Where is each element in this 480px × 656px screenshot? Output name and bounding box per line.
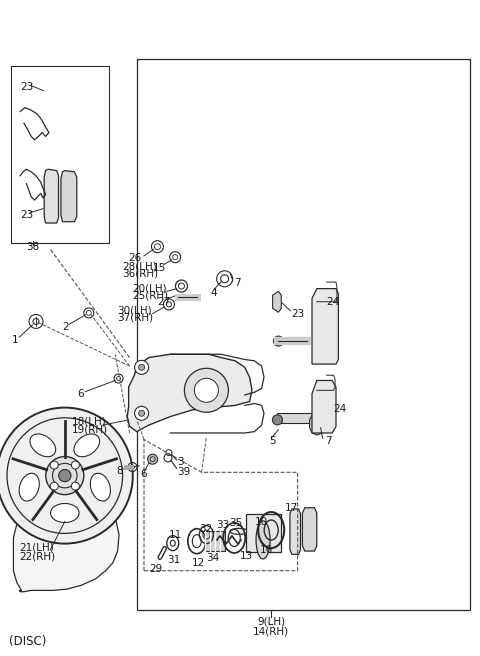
Ellipse shape [256,521,270,559]
Ellipse shape [148,454,157,464]
Text: 13: 13 [240,550,253,561]
Polygon shape [290,509,300,554]
Text: 31: 31 [167,554,180,565]
Circle shape [184,368,228,413]
Polygon shape [44,169,59,223]
Text: (DISC): (DISC) [9,635,46,648]
Circle shape [72,461,79,469]
Circle shape [50,482,58,490]
Text: 24: 24 [326,297,340,307]
Text: 25(RH): 25(RH) [132,290,168,300]
Text: 26: 26 [129,253,142,263]
Text: 7: 7 [325,436,332,446]
Text: 20(LH): 20(LH) [132,283,167,294]
Text: 23: 23 [291,308,305,319]
Text: 23: 23 [21,210,34,220]
Text: 9(LH): 9(LH) [257,617,285,627]
Text: 38: 38 [26,242,40,253]
Text: 27: 27 [157,297,171,307]
Polygon shape [312,289,338,364]
Text: 10: 10 [254,516,267,527]
Ellipse shape [74,434,100,457]
Polygon shape [13,497,119,592]
Circle shape [0,407,133,544]
Text: 6: 6 [77,388,84,399]
Text: 14(RH): 14(RH) [253,626,289,637]
Text: 39: 39 [178,466,191,477]
Text: 29: 29 [149,564,162,575]
Ellipse shape [19,473,39,501]
Text: 5: 5 [269,436,276,447]
Circle shape [59,470,71,482]
Text: 12: 12 [192,558,205,568]
Text: 24: 24 [334,403,347,414]
Text: 2: 2 [62,321,69,332]
Text: 18(LH): 18(LH) [72,416,107,426]
Text: 34: 34 [206,553,220,564]
Polygon shape [273,291,281,312]
Text: 8: 8 [116,466,123,476]
Circle shape [273,415,282,425]
Circle shape [46,457,84,495]
Text: 6: 6 [140,469,147,480]
Text: 21(LH): 21(LH) [19,542,54,552]
Circle shape [134,360,149,375]
Text: 3: 3 [178,457,184,468]
Bar [11,66,109,243]
Text: 23: 23 [21,82,34,92]
Bar [205,531,226,551]
Bar [246,514,281,552]
Ellipse shape [90,473,110,501]
Bar [277,413,327,423]
Circle shape [134,406,149,420]
Circle shape [274,336,283,346]
Bar [137,59,470,610]
Circle shape [194,379,218,402]
Circle shape [139,410,144,417]
Text: 22(RH): 22(RH) [19,551,55,562]
Circle shape [139,364,144,371]
Circle shape [50,461,58,469]
Polygon shape [310,412,325,435]
Text: 32: 32 [199,524,213,535]
Circle shape [72,482,79,490]
Text: 11: 11 [169,529,182,540]
Text: 30(LH): 30(LH) [118,305,152,316]
Text: 1: 1 [12,335,19,345]
Text: 36(RH): 36(RH) [122,268,158,279]
Ellipse shape [30,434,56,457]
Text: 16: 16 [260,544,274,555]
Text: 33: 33 [216,520,229,530]
Text: 15: 15 [153,262,166,273]
Text: 35: 35 [229,518,243,528]
Text: 4: 4 [210,287,217,298]
Polygon shape [302,508,317,551]
Polygon shape [312,380,336,433]
Ellipse shape [50,504,79,523]
Text: 17: 17 [285,503,298,514]
Text: 19(RH): 19(RH) [72,424,108,435]
Text: 7: 7 [234,278,241,289]
Polygon shape [61,171,77,222]
Text: 28(LH): 28(LH) [122,261,157,272]
Polygon shape [127,354,252,432]
Text: 37(RH): 37(RH) [118,312,154,323]
